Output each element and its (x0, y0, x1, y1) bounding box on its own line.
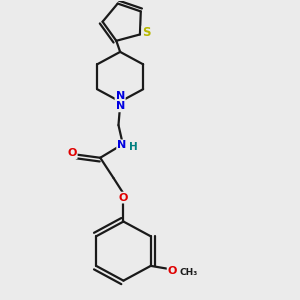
Text: N: N (116, 91, 125, 101)
Text: O: O (168, 266, 177, 275)
Text: N: N (117, 140, 126, 150)
Text: CH₃: CH₃ (180, 268, 198, 277)
Text: H: H (129, 142, 138, 152)
Text: O: O (119, 193, 128, 202)
Text: N: N (116, 101, 125, 111)
Text: O: O (67, 148, 77, 158)
Text: S: S (142, 26, 151, 39)
